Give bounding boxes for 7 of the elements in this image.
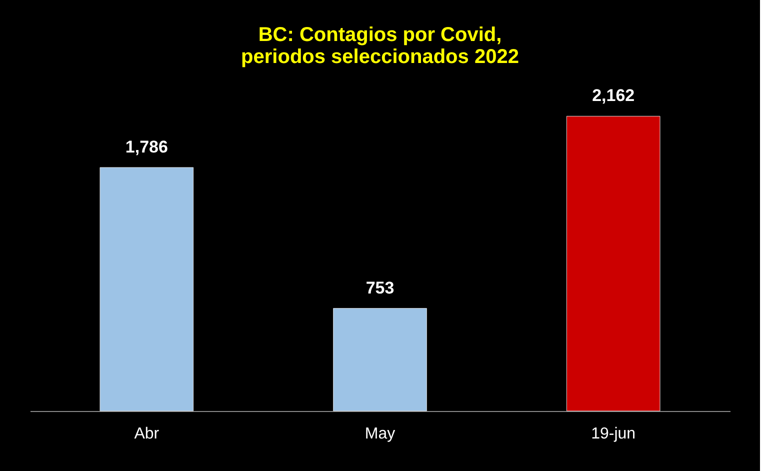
data-label: 753 bbox=[366, 278, 394, 298]
data-label: 1,786 bbox=[125, 137, 168, 156]
x-tick-label: Abr bbox=[134, 426, 160, 442]
x-tick-label: 19-jun bbox=[591, 426, 636, 442]
chart-title: BC: Contagios por Covid, periodos seleccionados 2022 bbox=[241, 24, 519, 68]
data-label: 2,162 bbox=[592, 86, 635, 106]
x-tick-label: May bbox=[364, 426, 396, 442]
